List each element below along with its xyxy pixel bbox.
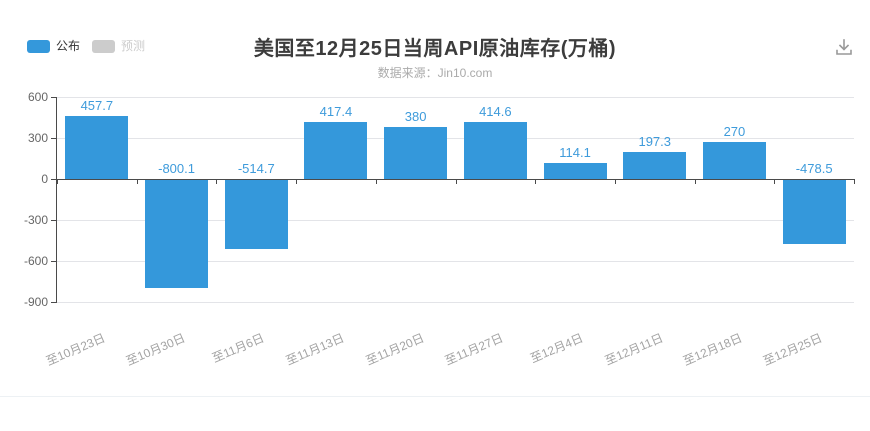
- x-axis-tick: [376, 179, 377, 184]
- y-axis-tick-label: 300: [27, 131, 48, 145]
- value-label: -514.7: [237, 161, 275, 176]
- value-label: 197.3: [638, 134, 672, 150]
- value-label: 457.7: [80, 98, 114, 114]
- y-axis-tick-label: -900: [23, 295, 48, 309]
- legend-swatch-published: [27, 39, 50, 53]
- download-button[interactable]: [832, 36, 856, 60]
- y-axis-tick: [51, 179, 56, 180]
- download-icon: [836, 39, 852, 55]
- x-axis-label: 至10月30日: [123, 330, 187, 369]
- gridline: [57, 302, 854, 303]
- x-axis-tick: [456, 179, 457, 184]
- x-axis-tick: [216, 179, 217, 184]
- gridline: [57, 261, 854, 262]
- bar-至12月18日[interactable]: [702, 142, 766, 179]
- y-axis-tick-label: -300: [23, 213, 48, 227]
- x-axis-label: 至12月11日: [602, 330, 666, 368]
- y-axis-tick: [51, 261, 56, 262]
- x-axis-label: 至12月4日: [528, 330, 586, 366]
- y-axis-tick-label: 600: [27, 90, 48, 104]
- x-axis-tick: [57, 179, 58, 184]
- chart-subtitle: 数据来源：Jin10.com: [377, 66, 493, 80]
- bar-至12月4日[interactable]: [543, 163, 607, 179]
- y-axis-line: [56, 97, 57, 303]
- x-axis-tick: [615, 179, 616, 184]
- y-axis-tick-label: -600: [23, 254, 48, 268]
- x-axis-tick: [137, 179, 138, 184]
- y-axis-tick: [51, 138, 56, 139]
- value-label: 417.4: [319, 103, 353, 119]
- x-axis-tick: [535, 179, 536, 184]
- legend-swatch-forecast: [92, 39, 116, 53]
- value-label: -478.5: [795, 161, 833, 176]
- bar-至12月11日[interactable]: [623, 152, 687, 179]
- bar-至10月30日[interactable]: [145, 179, 209, 289]
- x-axis-label: 至11月13日: [283, 330, 347, 368]
- x-axis-label: 至11月6日: [210, 330, 267, 366]
- x-axis-tick: [296, 179, 297, 184]
- value-label: 414.6: [479, 104, 512, 120]
- y-axis-tick-label: 0: [41, 172, 48, 186]
- gridline: [57, 138, 854, 139]
- gridline: [57, 97, 854, 98]
- x-axis-label: 至11月20日: [363, 330, 426, 368]
- x-axis-label: 至11月27日: [443, 330, 506, 368]
- value-label: -800.1: [158, 161, 195, 176]
- legend-label-forecast: 预测: [121, 39, 146, 53]
- value-label: 270: [723, 124, 746, 140]
- x-axis-tick: [774, 179, 775, 184]
- bar-至11月13日[interactable]: [304, 121, 368, 179]
- y-axis-tick: [51, 302, 56, 303]
- legend-item-forecast[interactable]: 预测: [92, 39, 145, 53]
- bar-至11月20日[interactable]: [384, 127, 448, 179]
- legend: 公布 预测: [27, 39, 145, 53]
- bar-至11月27日[interactable]: [463, 122, 527, 179]
- chart-title: 美国至12月25日当周API原油库存(万桶): [253, 38, 617, 60]
- bar-至10月23日[interactable]: [65, 116, 129, 179]
- legend-label-published: 公布: [56, 39, 81, 53]
- y-axis-tick: [51, 220, 56, 221]
- bar-至12月25日[interactable]: [782, 179, 846, 245]
- value-label: 380: [404, 109, 427, 125]
- value-label: 114.1: [559, 145, 591, 161]
- gridline: [57, 220, 854, 221]
- bottom-separator: [0, 396, 870, 397]
- x-axis-tick: [695, 179, 696, 184]
- x-axis-label: 至12月25日: [761, 330, 825, 369]
- x-axis-zero-line: [57, 179, 854, 180]
- x-axis-tick: [854, 179, 855, 184]
- x-axis-label: 至12月18日: [681, 330, 745, 369]
- legend-item-published[interactable]: 公布: [27, 39, 80, 53]
- plot-area: 600 300 0 -300 -600 -900 457.7 至10月23日 -800.1 至10…: [24, 90, 855, 368]
- bar-至11月6日[interactable]: [224, 179, 288, 250]
- y-axis-tick: [51, 97, 56, 98]
